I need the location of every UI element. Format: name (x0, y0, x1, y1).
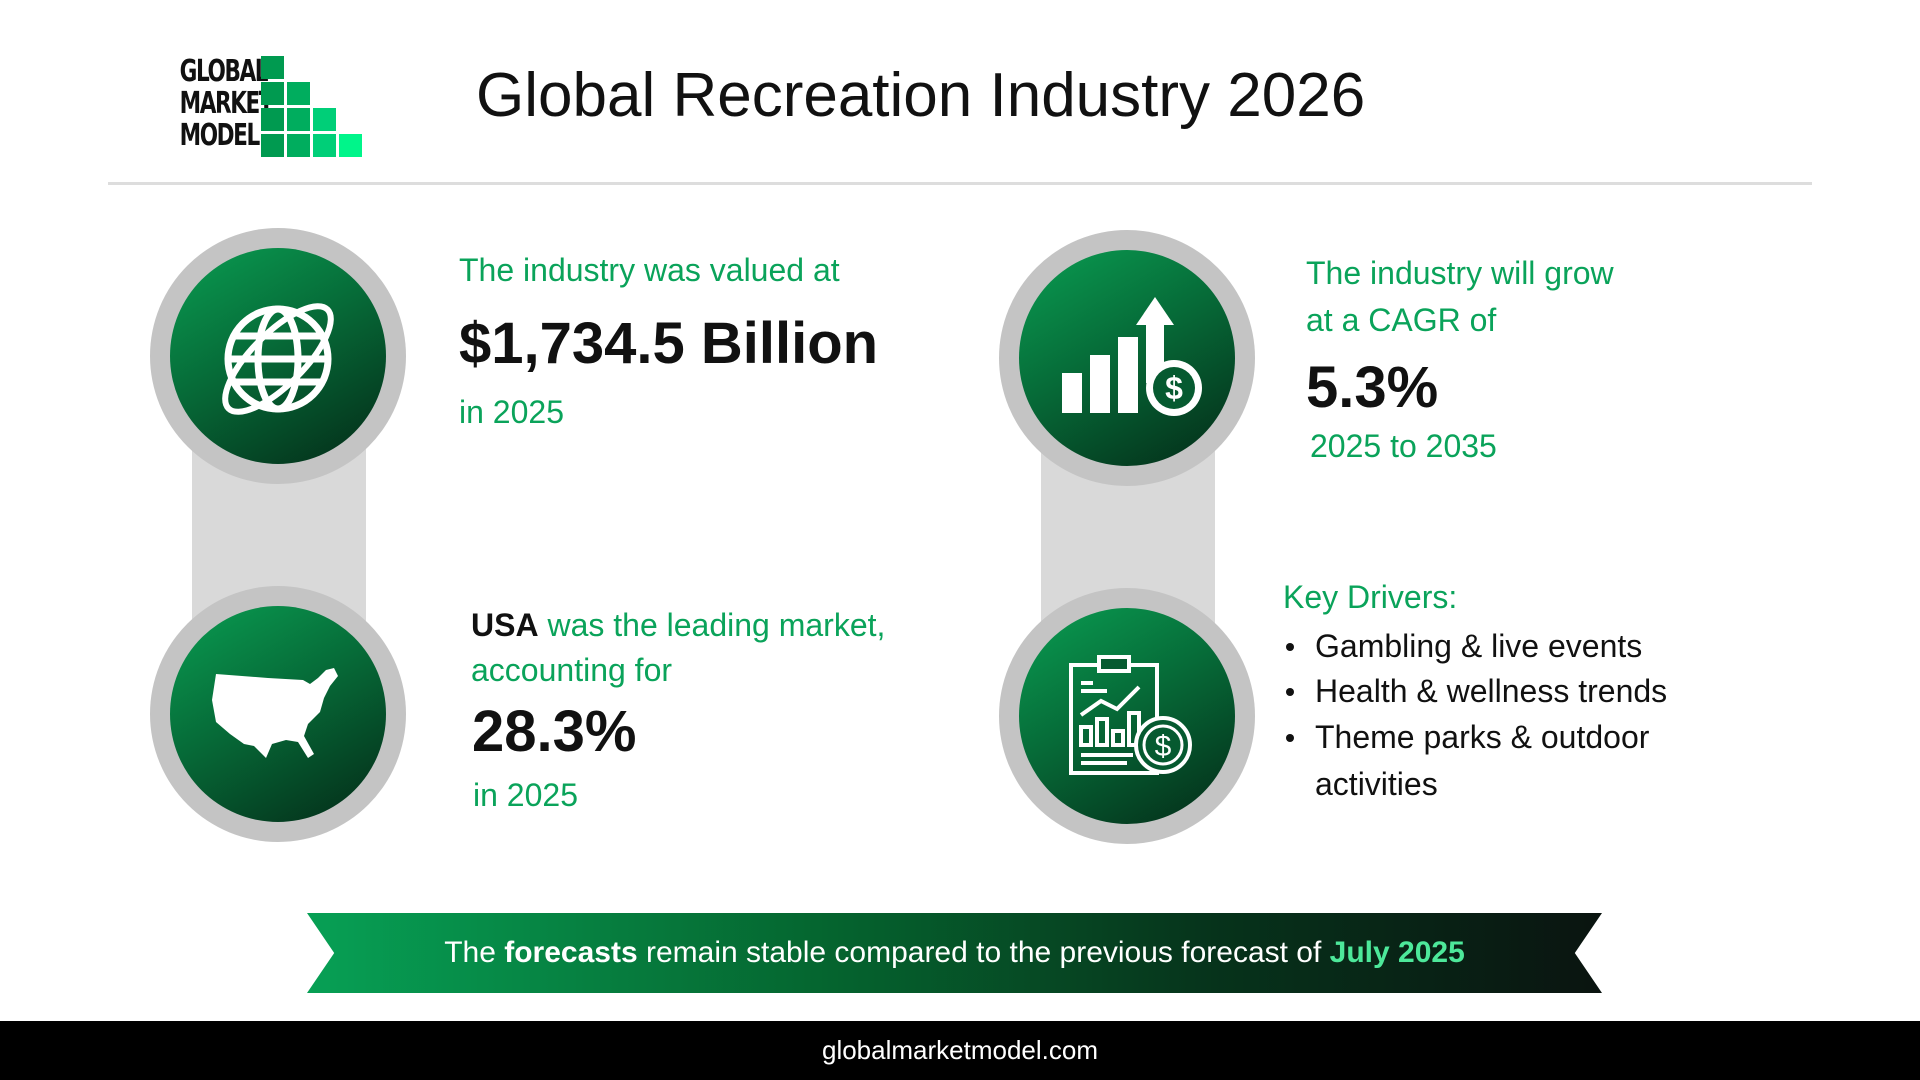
driver-item: Theme parks & outdoor (1315, 719, 1650, 755)
market-share: 28.3% (472, 699, 637, 764)
logo-square (287, 82, 310, 105)
share-year: in 2025 (473, 777, 578, 813)
logo-square (339, 134, 362, 157)
page-title: Global Recreation Industry 2026 (476, 61, 1366, 130)
leading-market-line2: accounting for (471, 652, 673, 688)
header-divider (108, 182, 1812, 185)
logo-square (287, 134, 310, 157)
logo-square (261, 108, 284, 131)
driver-item-continued: activities (1315, 766, 1438, 802)
growth-chart-dollar-icon: $ (1062, 297, 1202, 416)
logo-wordmark: GLOBAL MARKET MODEL (179, 54, 274, 153)
value-intro: The industry was valued at (459, 252, 840, 288)
banner-mid: remain stable compared to the previous f… (637, 936, 1330, 969)
banner-highlight: July 2025 (1329, 936, 1465, 969)
market-value: $1,734.5 Billion (459, 311, 879, 376)
drivers-badge: $ (999, 588, 1255, 844)
svg-text:$: $ (1155, 730, 1172, 763)
logo-line: GLOBAL (179, 54, 269, 89)
bullet (1286, 734, 1294, 742)
logo-square (313, 134, 336, 157)
value-year: in 2025 (459, 394, 564, 430)
leading-intro: was the leading market, (538, 607, 886, 643)
drivers-heading: Key Drivers: (1283, 579, 1458, 615)
logo-square (313, 108, 336, 131)
growth-line1: The industry will grow (1306, 255, 1614, 291)
banner-pre: The (444, 936, 505, 969)
logo-squares (261, 56, 371, 160)
banner-text: The forecasts remain stable compared to … (444, 936, 1465, 970)
report-dollar-icon: $ (1069, 655, 1192, 775)
bullet (1286, 643, 1294, 651)
driver-item: Health & wellness trends (1315, 673, 1668, 709)
logo-line: MARKET (179, 86, 274, 121)
logo-square (261, 134, 284, 157)
leading-market-badge (150, 586, 406, 842)
logo-line: MODEL (179, 118, 261, 153)
usa-map-icon (212, 668, 338, 758)
value-badge (150, 228, 406, 484)
forecast-banner: The forecasts remain stable compared to … (307, 913, 1602, 993)
logo-square (261, 82, 284, 105)
svg-text:$: $ (1165, 370, 1183, 406)
logo-square (287, 108, 310, 131)
growth-period: 2025 to 2035 (1310, 428, 1497, 464)
growth-line2: at a CAGR of (1306, 302, 1497, 338)
logo-square (261, 56, 284, 79)
growth-badge: $ (999, 230, 1255, 486)
banner-bold: forecasts (504, 936, 638, 969)
leading-market-line1: USA was the leading market, (471, 607, 885, 644)
leading-country: USA (471, 607, 539, 643)
driver-item: Gambling & live events (1315, 628, 1643, 664)
bullet (1286, 688, 1294, 696)
footer-url[interactable]: globalmarketmodel.com (821, 1035, 1098, 1065)
globe-icon (222, 303, 334, 415)
footer: globalmarketmodel.com (0, 1021, 1920, 1080)
cagr-value: 5.3% (1306, 355, 1439, 420)
